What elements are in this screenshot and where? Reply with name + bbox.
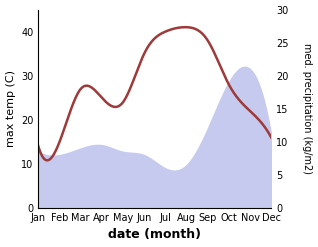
Y-axis label: med. precipitation (kg/m2): med. precipitation (kg/m2) <box>302 43 313 174</box>
X-axis label: date (month): date (month) <box>108 228 201 242</box>
Y-axis label: max temp (C): max temp (C) <box>5 70 16 147</box>
